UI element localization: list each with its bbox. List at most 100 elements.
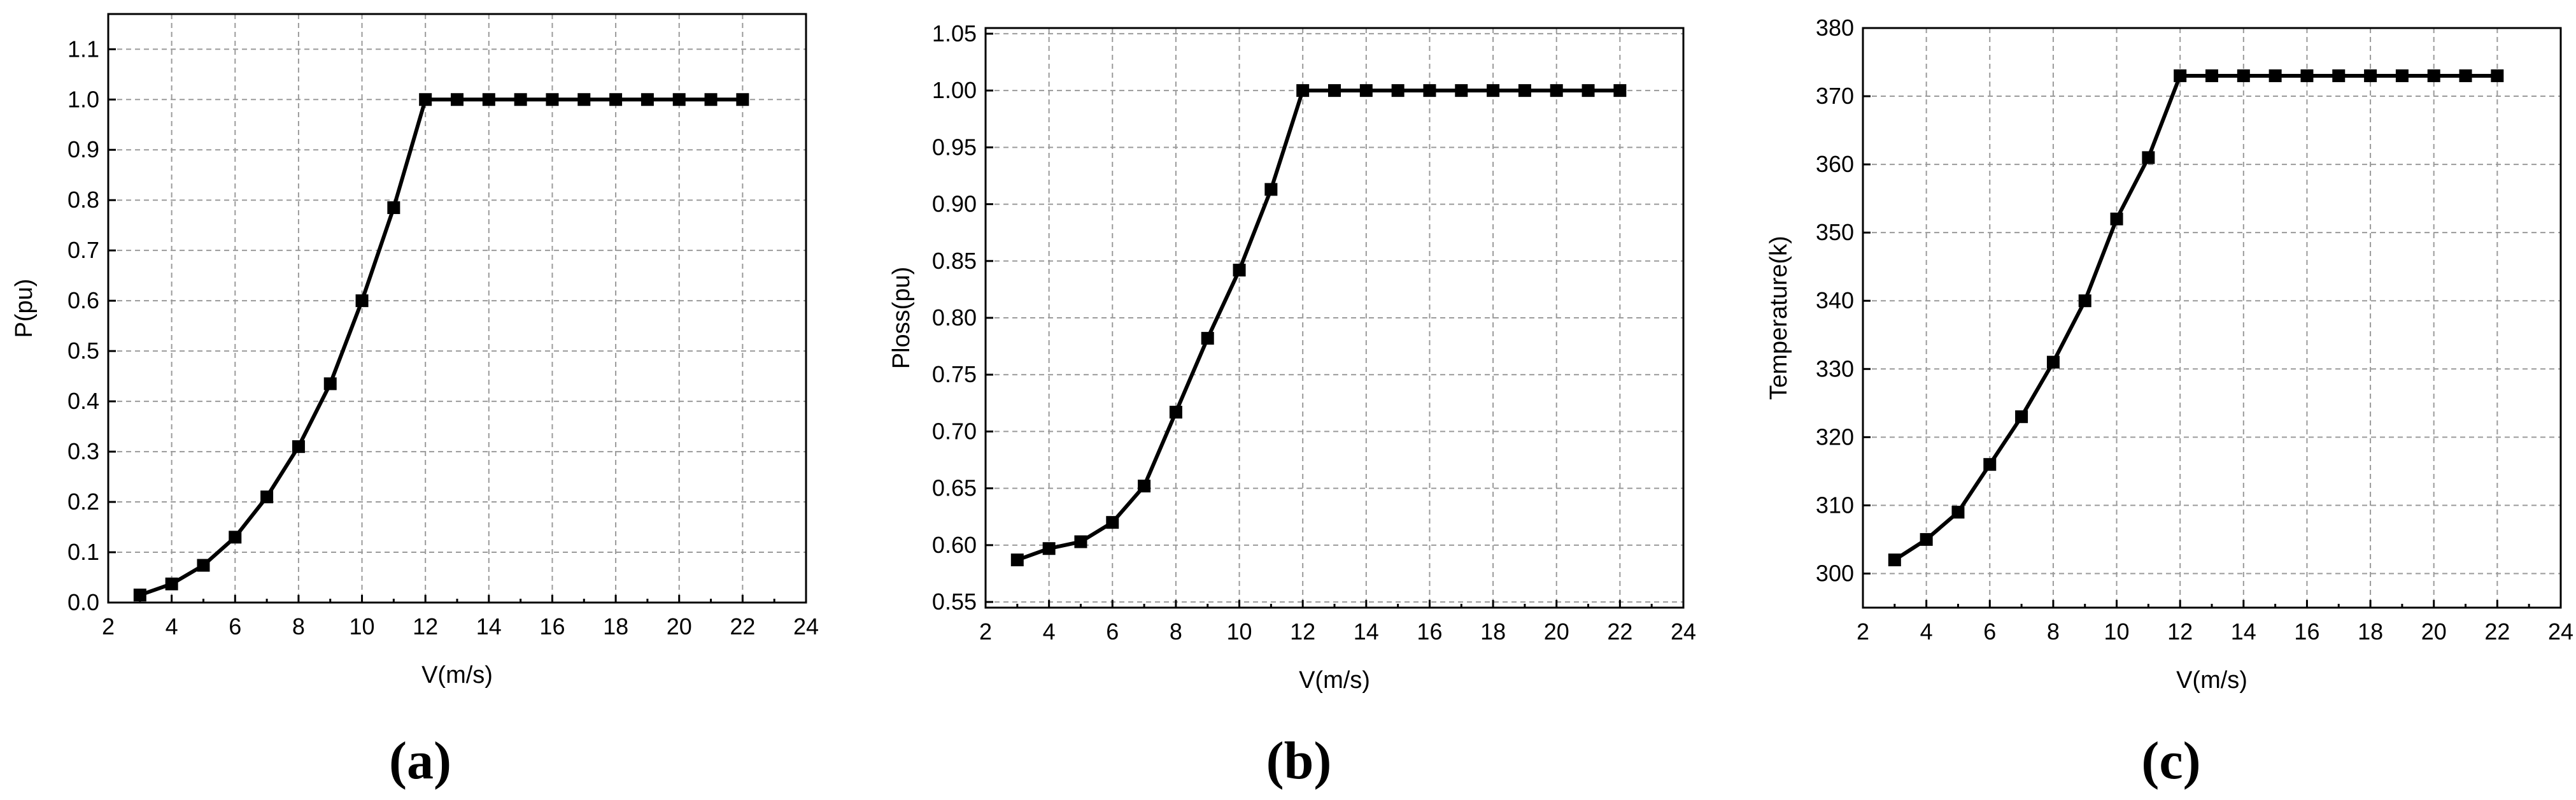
- data-point: [2459, 69, 2472, 82]
- data-point: [419, 93, 432, 106]
- data-point: [1455, 84, 1468, 97]
- y-tick-label: 300: [1816, 560, 1854, 586]
- y-tick-label: 340: [1816, 287, 1854, 313]
- y-tick-label: 310: [1816, 492, 1854, 518]
- data-point: [355, 294, 369, 308]
- x-tick-label: 16: [1417, 618, 1442, 645]
- data-point: [1359, 84, 1373, 97]
- x-tick-label: 4: [1920, 618, 1933, 645]
- data-point: [577, 93, 591, 106]
- data-point: [1487, 84, 1500, 97]
- y-tick-label: 1.05: [932, 20, 977, 46]
- data-point: [1074, 535, 1087, 548]
- x-tick-label: 12: [2167, 618, 2193, 645]
- y-tick-label: 0.4: [67, 388, 99, 414]
- y-tick-label: 0.5: [67, 338, 99, 364]
- data-point: [482, 93, 495, 106]
- x-axis-label: V(m/s): [421, 662, 493, 689]
- data-point: [2142, 151, 2155, 164]
- data-point: [1391, 84, 1405, 97]
- x-tick-label: 22: [1607, 618, 1632, 645]
- y-tick-label: 1.0: [67, 86, 99, 112]
- x-tick-label: 12: [1290, 618, 1315, 645]
- y-tick-label: 0.55: [932, 589, 977, 615]
- data-point: [640, 93, 654, 106]
- data-point: [1233, 264, 1246, 277]
- x-tick-label: 14: [1354, 618, 1379, 645]
- data-point: [1920, 532, 1933, 546]
- y-tick-label: 0.95: [932, 134, 977, 160]
- x-tick-label: 16: [539, 613, 565, 639]
- x-tick-label: 2: [979, 618, 992, 645]
- data-point: [2427, 69, 2440, 82]
- data-point: [1106, 516, 1119, 529]
- y-tick-label: 0.7: [67, 237, 99, 263]
- y-tick-label: 0.2: [67, 489, 99, 515]
- series-line: [1016, 89, 1620, 562]
- data-point: [2395, 69, 2409, 82]
- chart-panel-2: 2 4 6 8 10 12 14 16 18 20 22 240.550.600.650.700.75…: [888, 20, 1696, 790]
- data-point: [1042, 542, 1056, 555]
- data-point: [704, 93, 718, 106]
- x-tick-label: 10: [2104, 618, 2130, 645]
- data-point: [1423, 84, 1436, 97]
- data-point: [1296, 84, 1310, 97]
- data-point: [1010, 554, 1024, 567]
- x-tick-label: 2: [102, 613, 115, 639]
- x-tick-label: 22: [730, 613, 755, 639]
- data-point: [2300, 69, 2314, 82]
- x-tick-label: 8: [292, 613, 305, 639]
- data-point: [1518, 84, 1531, 97]
- y-tick-label: 0.1: [67, 539, 99, 565]
- data-point: [2015, 410, 2028, 424]
- y-tick-label: 350: [1816, 219, 1854, 245]
- x-tick-label: 8: [2047, 618, 2060, 645]
- y-tick-label: 0.65: [932, 475, 977, 501]
- x-tick-label: 12: [413, 613, 438, 639]
- x-tick-label: 18: [2358, 618, 2383, 645]
- x-tick-label: 6: [1983, 618, 1996, 645]
- x-tick-label: 10: [350, 613, 375, 639]
- x-tick-label: 24: [793, 613, 819, 639]
- y-tick-label: 0.6: [67, 287, 99, 313]
- chart-panel-1: 2 4 6 8 10 12 14 16 18 20 22 240.00.10.20.30.40.50.…: [11, 13, 819, 790]
- data-point: [2237, 69, 2250, 82]
- data-point: [2174, 69, 2187, 82]
- data-point: [387, 201, 400, 215]
- data-point: [2364, 69, 2377, 82]
- y-tick-label: 0.8: [67, 187, 99, 213]
- x-tick-label: 8: [1170, 618, 1182, 645]
- series-line: [139, 97, 743, 597]
- x-axis-label: V(m/s): [1299, 667, 1370, 694]
- y-axis-label: P(pu): [11, 279, 38, 338]
- y-tick-label: 0.9: [67, 136, 99, 162]
- panel-label: (b): [1266, 731, 1332, 790]
- data-point: [2078, 294, 2091, 308]
- data-point: [133, 589, 146, 602]
- data-point: [2046, 355, 2060, 369]
- x-tick-label: 14: [2231, 618, 2256, 645]
- data-point: [672, 93, 686, 106]
- x-tick-label: 20: [2421, 618, 2447, 645]
- data-point: [1550, 84, 1563, 97]
- data-point: [451, 93, 464, 106]
- data-point: [1169, 406, 1182, 419]
- panel-label: (c): [2141, 731, 2200, 790]
- data-point: [1328, 84, 1341, 97]
- y-tick-label: 0.60: [932, 532, 977, 558]
- x-tick-label: 18: [1480, 618, 1506, 645]
- panel-label: (a): [389, 731, 451, 790]
- data-point: [2268, 69, 2282, 82]
- data-point: [323, 377, 337, 390]
- x-tick-label: 16: [2294, 618, 2319, 645]
- data-point: [1888, 554, 1901, 567]
- data-point: [2332, 69, 2346, 82]
- x-tick-label: 14: [476, 613, 502, 639]
- x-tick-label: 22: [2484, 618, 2510, 645]
- y-tick-label: 1.1: [67, 36, 99, 62]
- data-point: [1138, 480, 1151, 493]
- data-point: [292, 440, 305, 454]
- x-tick-label: 2: [1857, 618, 1869, 645]
- y-tick-label: 0.70: [932, 418, 977, 444]
